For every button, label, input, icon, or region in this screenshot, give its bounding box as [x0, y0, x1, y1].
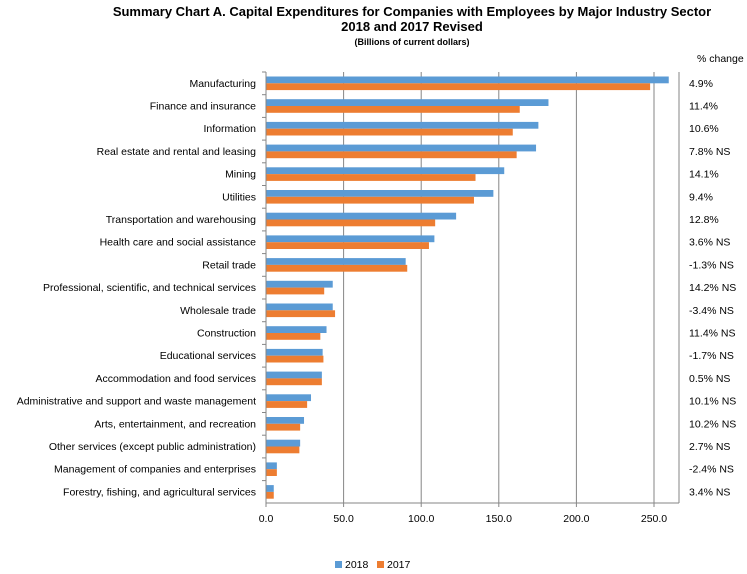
category-label: Other services (except public administra…: [49, 441, 256, 453]
bar-2017: [266, 333, 321, 340]
x-tick-label: 250.0: [641, 513, 667, 525]
pct-change-label: 4.9%: [689, 78, 713, 90]
bar-2018: [266, 326, 327, 333]
pct-change-label: 11.4% NS: [689, 328, 736, 340]
pct-change-label: -3.4% NS: [689, 305, 734, 317]
bar-2017: [266, 469, 277, 476]
legend-label-2018: 2018: [345, 559, 369, 571]
category-label: Utilities: [222, 191, 256, 203]
bar-2017: [266, 423, 301, 431]
category-label: Arts, entertainment, and recreation: [94, 418, 256, 430]
bar-2017: [266, 355, 324, 363]
bar-2018: [266, 485, 274, 492]
bar-2018: [266, 371, 322, 379]
category-label: Administrative and support and waste man…: [17, 396, 256, 408]
category-label: Finance and insurance: [150, 101, 256, 113]
bar-2018: [266, 99, 549, 106]
x-tick-label: 150.0: [486, 513, 512, 525]
bar-2017: [266, 196, 474, 204]
bar-2017: [266, 378, 322, 386]
bar-2018: [266, 167, 505, 175]
bar-2017: [266, 106, 520, 113]
x-axis-ticks: 0.0 50.0 100.0 150.0 200.0 250.0: [259, 503, 667, 525]
category-label: Professional, scientific, and technical …: [43, 282, 256, 294]
pct-change-label: 3.6% NS: [689, 237, 730, 249]
bar-2017: [266, 242, 429, 249]
bar-2017: [266, 491, 274, 499]
legend: 2018 2017: [335, 559, 411, 571]
x-tick-label: 50.0: [333, 513, 354, 525]
legend-swatch-2018: [335, 561, 342, 568]
pct-change-header: % change: [697, 53, 744, 65]
category-label: Forestry, fishing, and agricultural serv…: [63, 486, 256, 498]
bar-2018: [266, 417, 305, 424]
pct-change-label: -1.3% NS: [689, 259, 734, 271]
bar-2018: [266, 76, 669, 84]
pct-change-labels: 4.9% 11.4% 10.6% 7.8% NS 14.1% 9.4% 12.8% 3.6% …: [689, 78, 736, 499]
category-label: Real estate and rental and leasing: [97, 146, 257, 158]
bar-2018: [266, 235, 435, 243]
bar-2018: [266, 190, 494, 197]
bar-2017: [266, 174, 476, 181]
bar-2017: [266, 151, 517, 159]
gridlines: [343, 72, 655, 503]
category-label: Accommodation and food services: [96, 373, 257, 385]
category-label: Construction: [197, 328, 256, 340]
bar-2018: [266, 462, 277, 470]
bar-2018: [266, 394, 312, 402]
bar-2017: [266, 128, 513, 136]
category-label: Information: [203, 123, 256, 135]
pct-change-label: -1.7% NS: [689, 350, 734, 362]
pct-change-label: 11.4%: [689, 101, 718, 113]
chart-subtitle: (Billions of current dollars): [354, 37, 469, 47]
pct-change-label: 0.5% NS: [689, 373, 730, 385]
category-label: Mining: [225, 169, 256, 181]
pct-change-label: 10.2% NS: [689, 418, 736, 430]
legend-swatch-2017: [377, 561, 384, 568]
pct-change-label: 2.7% NS: [689, 441, 730, 453]
x-tick-label: 200.0: [563, 513, 589, 525]
bar-2018: [266, 121, 539, 129]
bar-2017: [266, 446, 300, 454]
bar-2018: [266, 303, 333, 311]
bar-2018: [266, 348, 323, 356]
bar-2018: [266, 280, 333, 288]
bar-2017: [266, 310, 336, 318]
category-label: Transportation and warehousing: [106, 214, 256, 226]
bar-2017: [266, 287, 325, 295]
category-label: Retail trade: [202, 259, 256, 271]
bar-2017: [266, 219, 436, 227]
category-label: Wholesale trade: [180, 305, 256, 317]
pct-change-label: 14.2% NS: [689, 282, 736, 294]
bars: [266, 76, 669, 499]
pct-change-label: 10.1% NS: [689, 396, 736, 408]
pct-change-label: 3.4% NS: [689, 486, 730, 498]
pct-change-label: -2.4% NS: [689, 464, 734, 476]
pct-change-label: 14.1%: [689, 169, 719, 181]
pct-change-label: 10.6%: [689, 123, 719, 135]
bar-2018: [266, 144, 537, 152]
bar-2017: [266, 264, 408, 272]
legend-label-2017: 2017: [387, 559, 411, 571]
pct-change-label: 12.8%: [689, 214, 719, 226]
chart-title-line2: 2018 and 2017 Revised: [341, 19, 483, 34]
category-label: Management of companies and enterprises: [54, 464, 256, 476]
category-label: Educational services: [160, 350, 256, 362]
bar-2018: [266, 439, 301, 447]
bar-2018: [266, 212, 457, 220]
x-tick-label: 100.0: [408, 513, 434, 525]
chart-title: Summary Chart A. Capital Expenditures fo…: [113, 4, 711, 19]
category-label: Health care and social assistance: [100, 237, 257, 249]
pct-change-label: 7.8% NS: [689, 146, 730, 158]
bar-2017: [266, 401, 308, 408]
category-label: Manufacturing: [189, 78, 256, 90]
bar-2017: [266, 83, 651, 91]
x-tick-label: 0.0: [259, 513, 274, 525]
bar-2018: [266, 258, 406, 265]
pct-change-label: 9.4%: [689, 191, 713, 203]
category-labels: Manufacturing Finance and insurance Inform…: [17, 71, 266, 498]
